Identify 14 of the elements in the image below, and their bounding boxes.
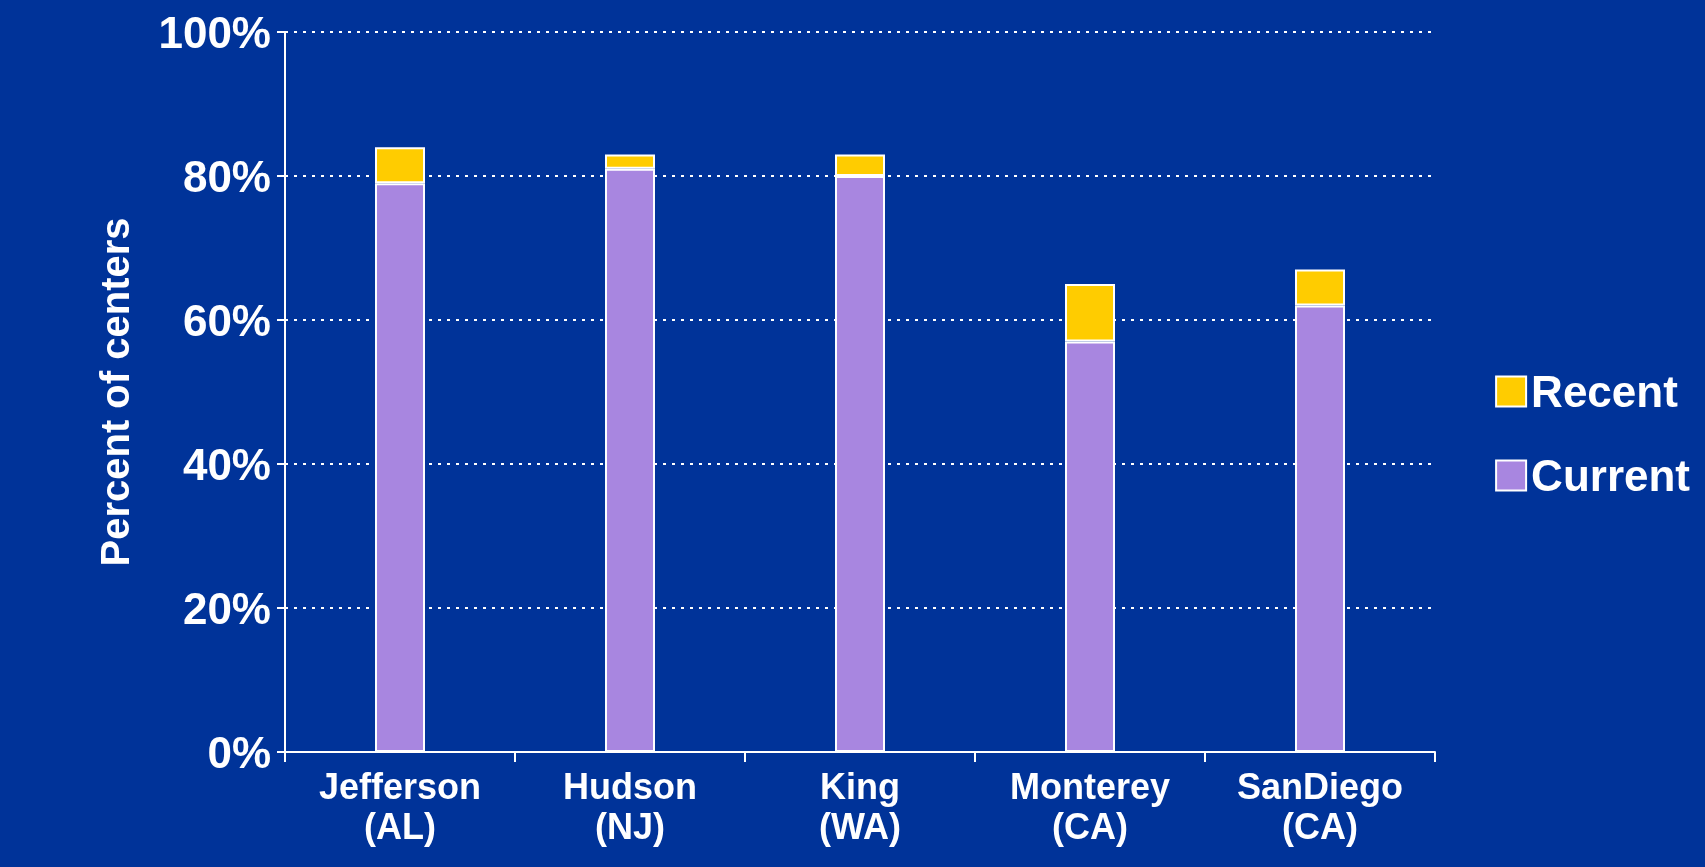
y-axis-title: Percent of centers [93, 217, 137, 567]
y-tick-label: 100% [158, 7, 271, 57]
y-tick-label: 0% [207, 727, 271, 777]
x-tick-label: King (WA) [819, 765, 901, 847]
y-tick-label: 40% [182, 439, 271, 489]
legend-label: Recent [1531, 367, 1679, 416]
x-tick-label: Monterey (CA) [1009, 765, 1171, 847]
legend-label: Current [1531, 451, 1691, 500]
x-tick-label: Jefferson (AL) [318, 765, 482, 847]
x-tick-label: SanDiego (CA) [1236, 765, 1404, 847]
y-tick-label: 20% [182, 583, 271, 633]
y-tick-label: 80% [182, 151, 271, 201]
y-tick-label: 60% [182, 295, 271, 345]
x-tick-label: Hudson (NJ) [563, 765, 697, 847]
